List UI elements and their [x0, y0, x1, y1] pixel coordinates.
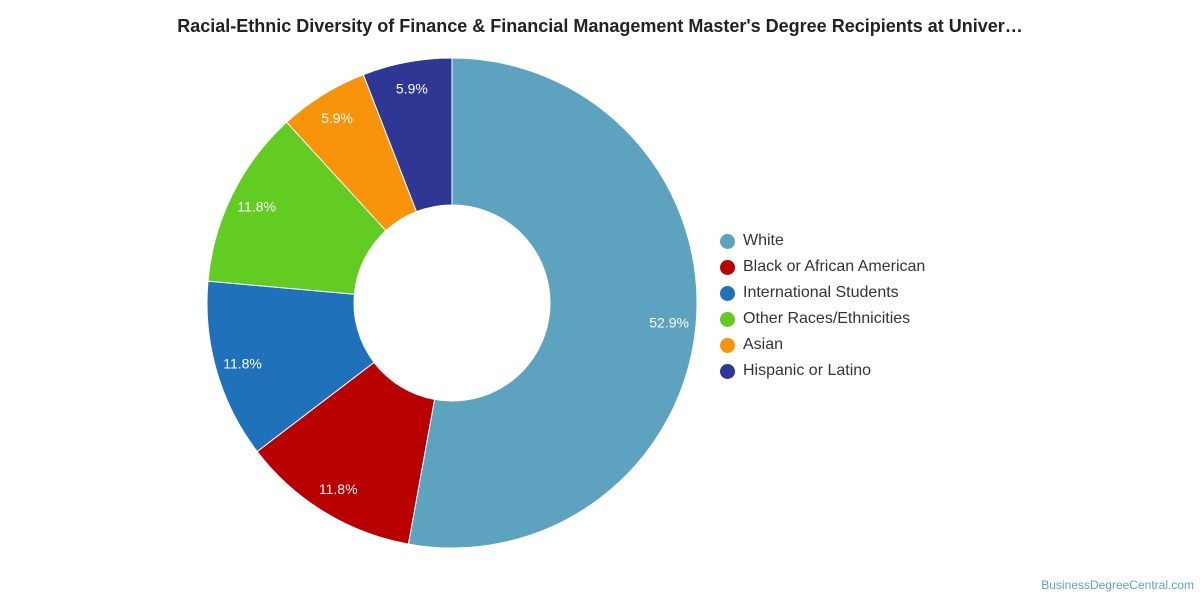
- legend-item[interactable]: Hispanic or Latino: [720, 358, 925, 384]
- legend-item[interactable]: Asian: [720, 332, 925, 358]
- source-credit: BusinessDegreeCentral.com: [1041, 578, 1194, 592]
- legend-swatch: [720, 233, 735, 249]
- legend-item[interactable]: Other Races/Ethnicities: [720, 306, 925, 332]
- slice-label: 11.8%: [237, 198, 276, 214]
- legend-item[interactable]: International Students: [720, 280, 925, 306]
- slice-hispanic-or-latino[interactable]: [362, 57, 453, 213]
- legend-label: White: [743, 232, 784, 249]
- legend-label: International Students: [743, 284, 899, 301]
- legend-item[interactable]: White: [720, 228, 925, 254]
- legend: White Black or African American Internatio…: [720, 228, 925, 384]
- slice-other-races-ethnicities[interactable]: [207, 121, 387, 295]
- legend-label: Black or African American: [743, 258, 926, 275]
- legend-label: Asian: [743, 336, 784, 353]
- slice-white[interactable]: [407, 57, 698, 549]
- legend-label: Other Races/Ethnicities: [743, 310, 911, 327]
- slice-label: 11.8%: [319, 481, 358, 497]
- slice-black-or-african-american[interactable]: [256, 361, 436, 545]
- slice-label: 5.9%: [321, 110, 353, 126]
- chart-title: Racial-Ethnic Diversity of Finance & Fin…: [177, 16, 1023, 36]
- slice-label: 5.9%: [396, 81, 428, 97]
- slice-label: 52.9%: [649, 314, 689, 330]
- legend-swatch: [720, 259, 735, 275]
- slice-international-students[interactable]: [206, 280, 375, 453]
- legend-swatch: [720, 337, 735, 353]
- slice-label: 11.8%: [223, 355, 262, 371]
- legend-label: Hispanic or Latino: [743, 362, 872, 379]
- legend-swatch: [720, 363, 735, 379]
- legend-swatch: [720, 285, 735, 301]
- legend-item[interactable]: Black or African American: [720, 254, 925, 280]
- legend-swatch: [720, 311, 735, 327]
